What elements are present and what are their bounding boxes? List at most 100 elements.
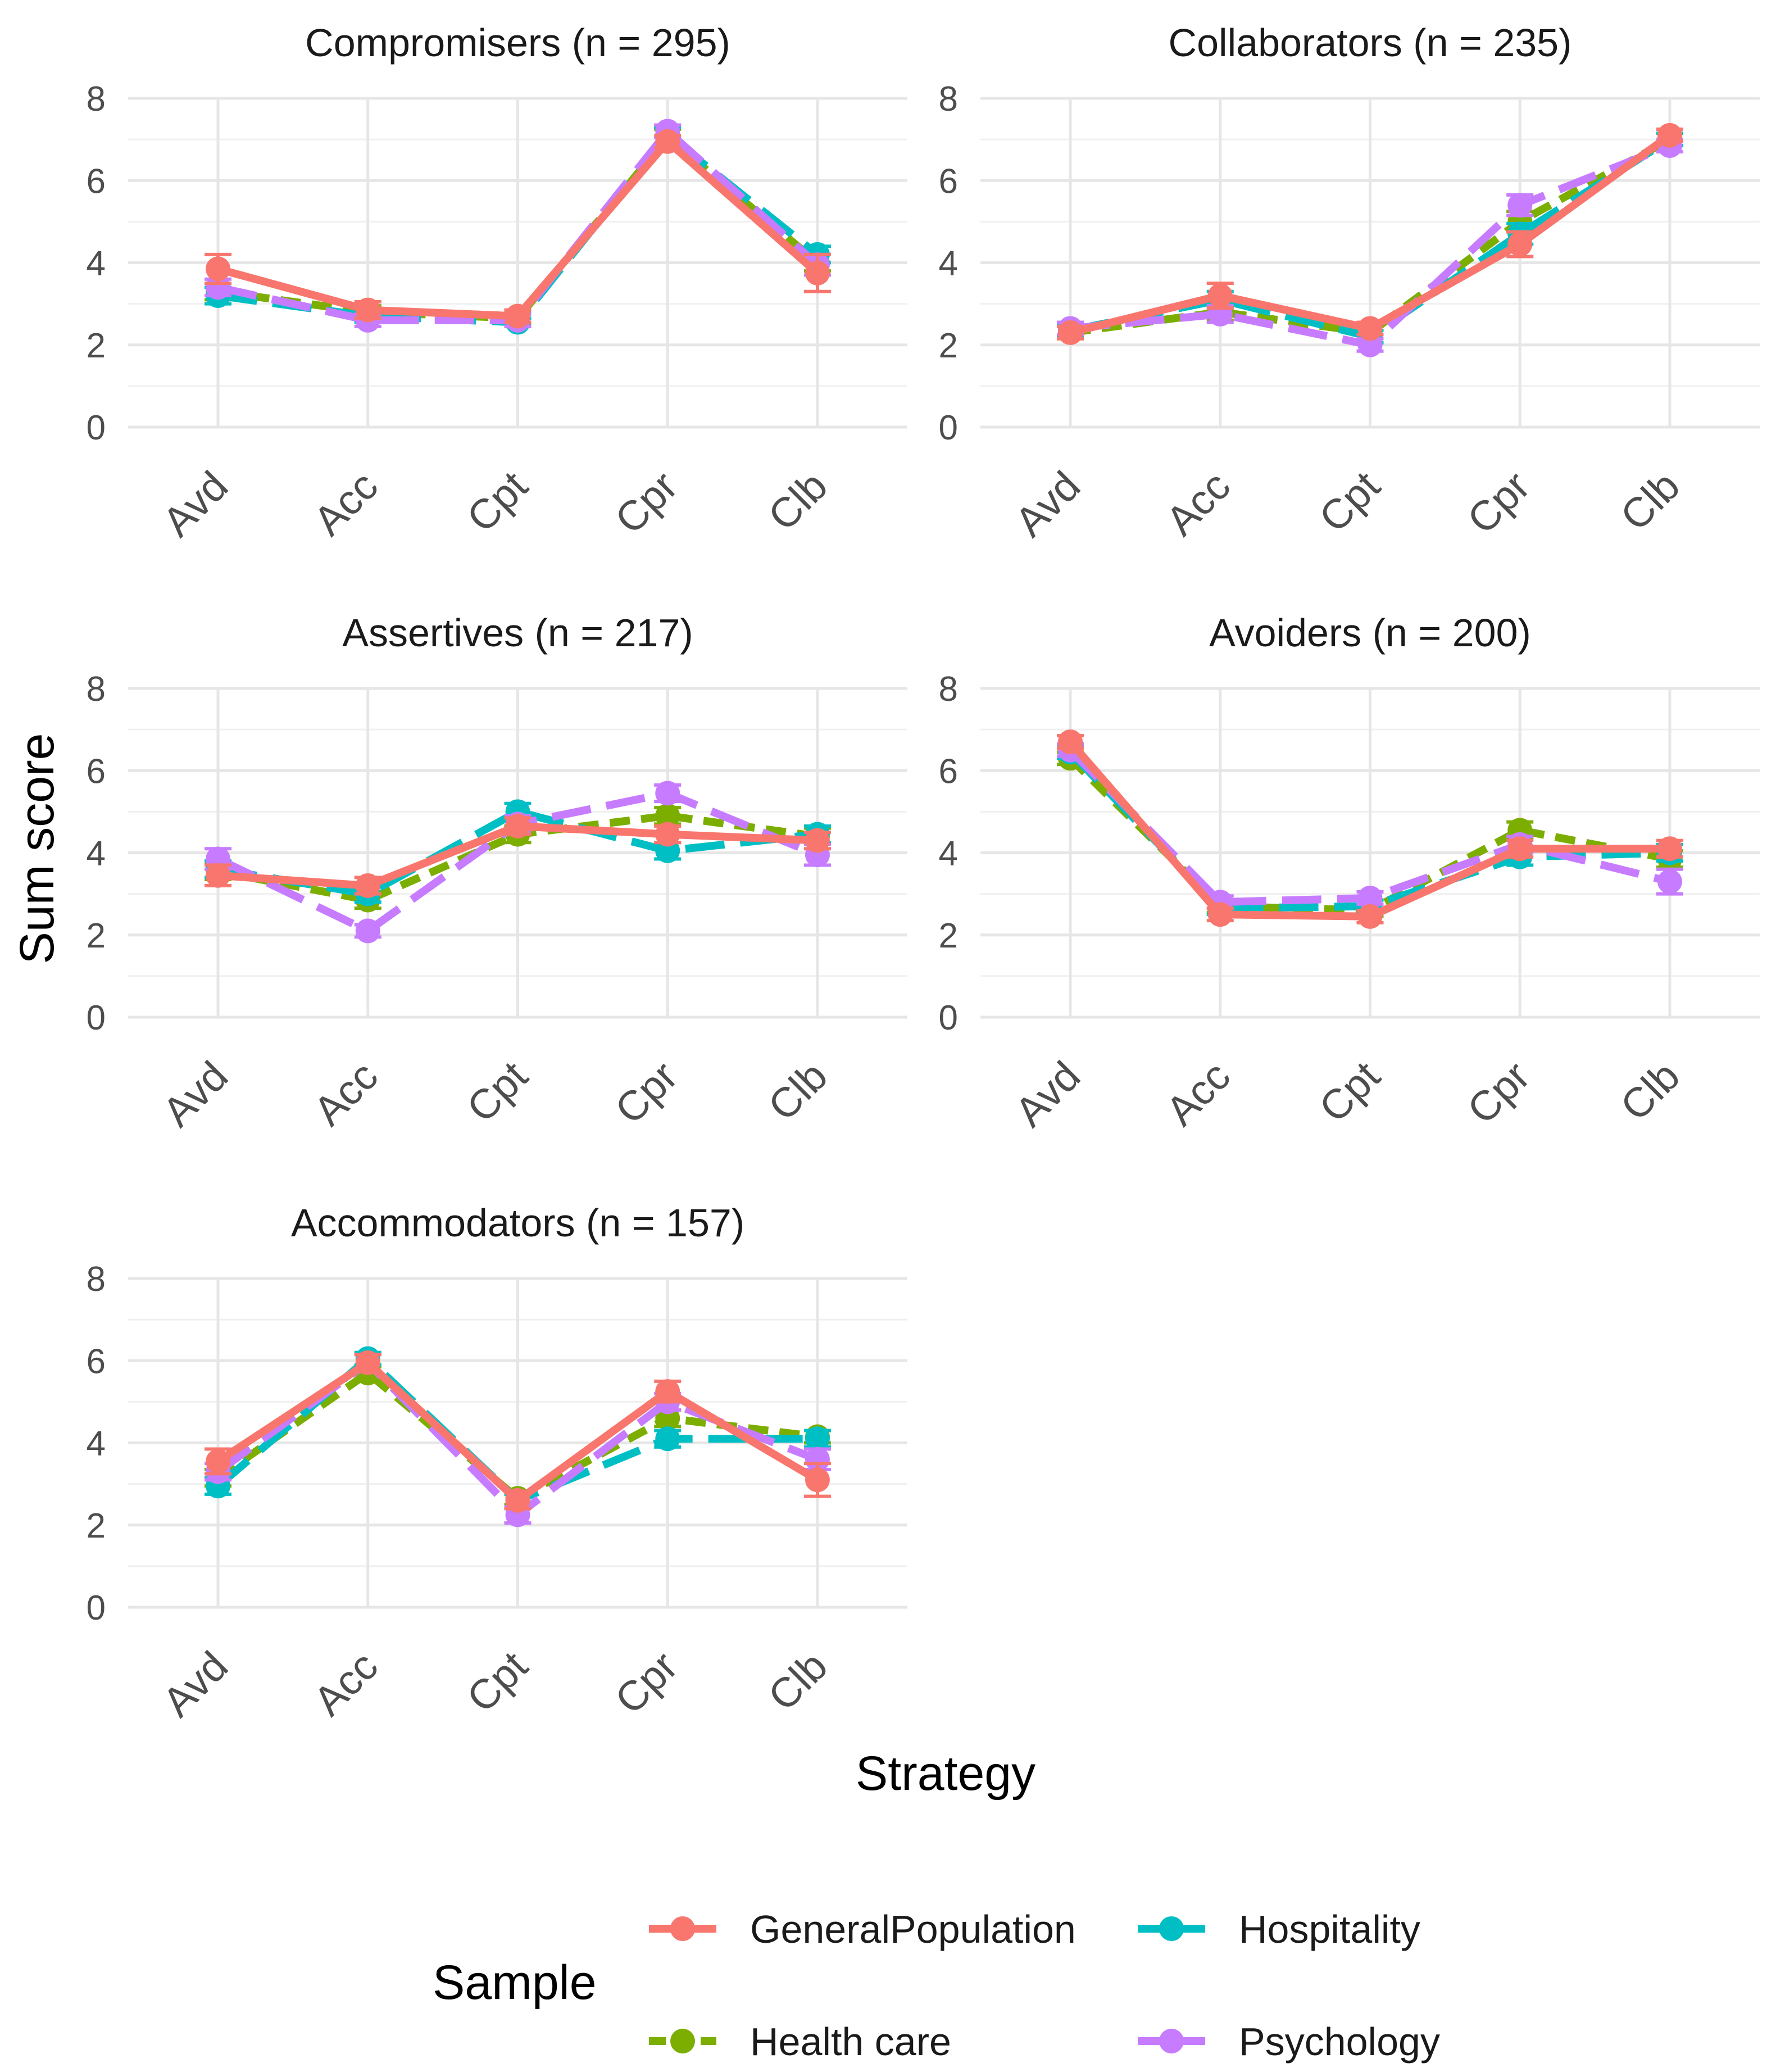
series-line (217, 808, 818, 898)
data-point (1507, 193, 1533, 218)
x-tick-label: Clb (1611, 463, 1688, 539)
data-point (805, 260, 830, 285)
panel-assertives: 0 2 4 6 8 Avd Acc Cpt Cpr Clb Assertives (n = 217) (87, 611, 907, 1136)
data-point (1058, 729, 1083, 755)
data-point (206, 256, 231, 282)
legend-key-point (1159, 1916, 1184, 1941)
legend-label: Hospitality (1239, 1907, 1420, 1951)
panel-title: Assertives (n = 217) (342, 611, 693, 655)
data-point (355, 297, 380, 323)
series-generalpopulation (1057, 123, 1683, 345)
series-generalpopulation (205, 1350, 831, 1513)
x-tick-label: Cpt (458, 1642, 537, 1721)
panel-collaborators: 0 2 4 6 8 Avd Acc Cpt Cpr Clb Collaborators (n = 2… (939, 21, 1760, 546)
y-tick-label: 8 (939, 80, 958, 119)
x-tick-label: Avd (153, 1643, 237, 1726)
x-tick-label: Acc (1157, 463, 1239, 545)
y-tick-label: 4 (939, 835, 958, 873)
data-point (1507, 232, 1533, 257)
y-tick-label: 4 (939, 244, 958, 283)
panel-title: Collaborators (n = 235) (1169, 21, 1572, 65)
panel-compromisers: 0 2 4 6 8 Avd Acc Cpt Cpr Clb Compromisers (n = 29… (87, 21, 907, 546)
x-tick-label: Cpr (1459, 463, 1539, 543)
x-tick-label: Cpr (606, 1053, 687, 1133)
data-point (805, 1426, 830, 1452)
legend-label: Health care (750, 2020, 951, 2064)
data-point (655, 781, 680, 806)
data-point (206, 863, 231, 888)
legend-key-point (1159, 2029, 1184, 2053)
panel-title: Accommodators (n = 157) (291, 1201, 744, 1245)
data-point (655, 129, 680, 154)
data-point (355, 1350, 380, 1375)
data-point (655, 822, 680, 847)
data-point (206, 1449, 231, 1474)
x-tick-label: Acc (305, 463, 387, 545)
data-point (505, 813, 530, 838)
data-point (1058, 320, 1083, 345)
x-tick-label: Avd (153, 1053, 237, 1136)
data-point (1207, 902, 1233, 927)
y-tick-label: 6 (939, 162, 958, 201)
panel-title: Avoiders (n = 200) (1209, 611, 1531, 655)
y-tick-label: 6 (87, 752, 106, 791)
y-tick-label: 6 (87, 1342, 106, 1381)
y-tick-label: 4 (87, 244, 106, 283)
legend-label: Psychology (1239, 2020, 1440, 2064)
y-axis-title: Sum score (10, 733, 64, 964)
y-tick-label: 0 (87, 1589, 106, 1627)
x-tick-label: Clb (1611, 1053, 1688, 1130)
legend-key-point (670, 1916, 695, 1941)
y-tick-label: 2 (939, 327, 958, 365)
x-tick-label: Acc (305, 1643, 387, 1725)
x-tick-label: Avd (1006, 1053, 1089, 1136)
series-generalpopulation (1057, 729, 1683, 929)
data-point (206, 275, 231, 300)
data-point (655, 1426, 680, 1452)
x-tick-label: Cpr (1459, 1053, 1539, 1133)
panel-accommodators: 0 2 4 6 8 Avd Acc Cpt Cpr Clb Accommodators (n = 1… (87, 1201, 907, 1726)
data-point (805, 828, 830, 853)
legend-entry-health-care: Health care (649, 2020, 951, 2064)
data-point (1657, 869, 1682, 894)
data-point (655, 803, 680, 828)
y-tick-label: 2 (87, 1507, 106, 1545)
x-tick-label: Cpt (458, 462, 537, 541)
y-tick-label: 0 (87, 409, 106, 447)
y-tick-label: 0 (939, 409, 958, 447)
legend-entry-hospitality: Hospitality (1138, 1907, 1420, 1951)
y-tick-label: 6 (939, 752, 958, 791)
x-tick-label: Cpt (458, 1052, 537, 1131)
series-generalpopulation (205, 813, 831, 898)
data-point (655, 1379, 680, 1404)
data-point (1357, 904, 1383, 929)
panel-avoiders: 0 2 4 6 8 Avd Acc Cpt Cpr Clb Avoiders (n = 200) (939, 611, 1760, 1136)
x-tick-label: Cpr (606, 463, 687, 543)
y-tick-label: 0 (87, 999, 106, 1037)
legend-key-point (670, 2029, 695, 2053)
x-axis-title: Strategy (856, 1747, 1035, 1801)
data-point (355, 918, 380, 944)
y-tick-label: 2 (87, 917, 106, 955)
y-tick-label: 8 (87, 80, 106, 119)
y-tick-label: 8 (939, 670, 958, 709)
x-tick-label: Avd (1006, 463, 1089, 546)
x-tick-label: Clb (759, 1643, 836, 1720)
legend-entry-generalpopulation: GeneralPopulation (649, 1907, 1076, 1951)
data-point (1657, 836, 1682, 862)
x-tick-label: Acc (305, 1053, 387, 1135)
data-point (1657, 123, 1682, 148)
data-point (355, 873, 380, 898)
y-tick-label: 4 (87, 1425, 106, 1463)
y-tick-label: 2 (87, 327, 106, 365)
data-point (1357, 316, 1383, 341)
data-point (505, 303, 530, 329)
x-tick-label: Cpt (1310, 462, 1389, 541)
y-tick-label: 4 (87, 835, 106, 873)
x-tick-label: Clb (759, 1053, 836, 1130)
series-generalpopulation (205, 129, 831, 329)
legend-label: GeneralPopulation (750, 1907, 1076, 1951)
y-tick-label: 8 (87, 1260, 106, 1299)
legend-entry-psychology: Psychology (1138, 2020, 1440, 2064)
